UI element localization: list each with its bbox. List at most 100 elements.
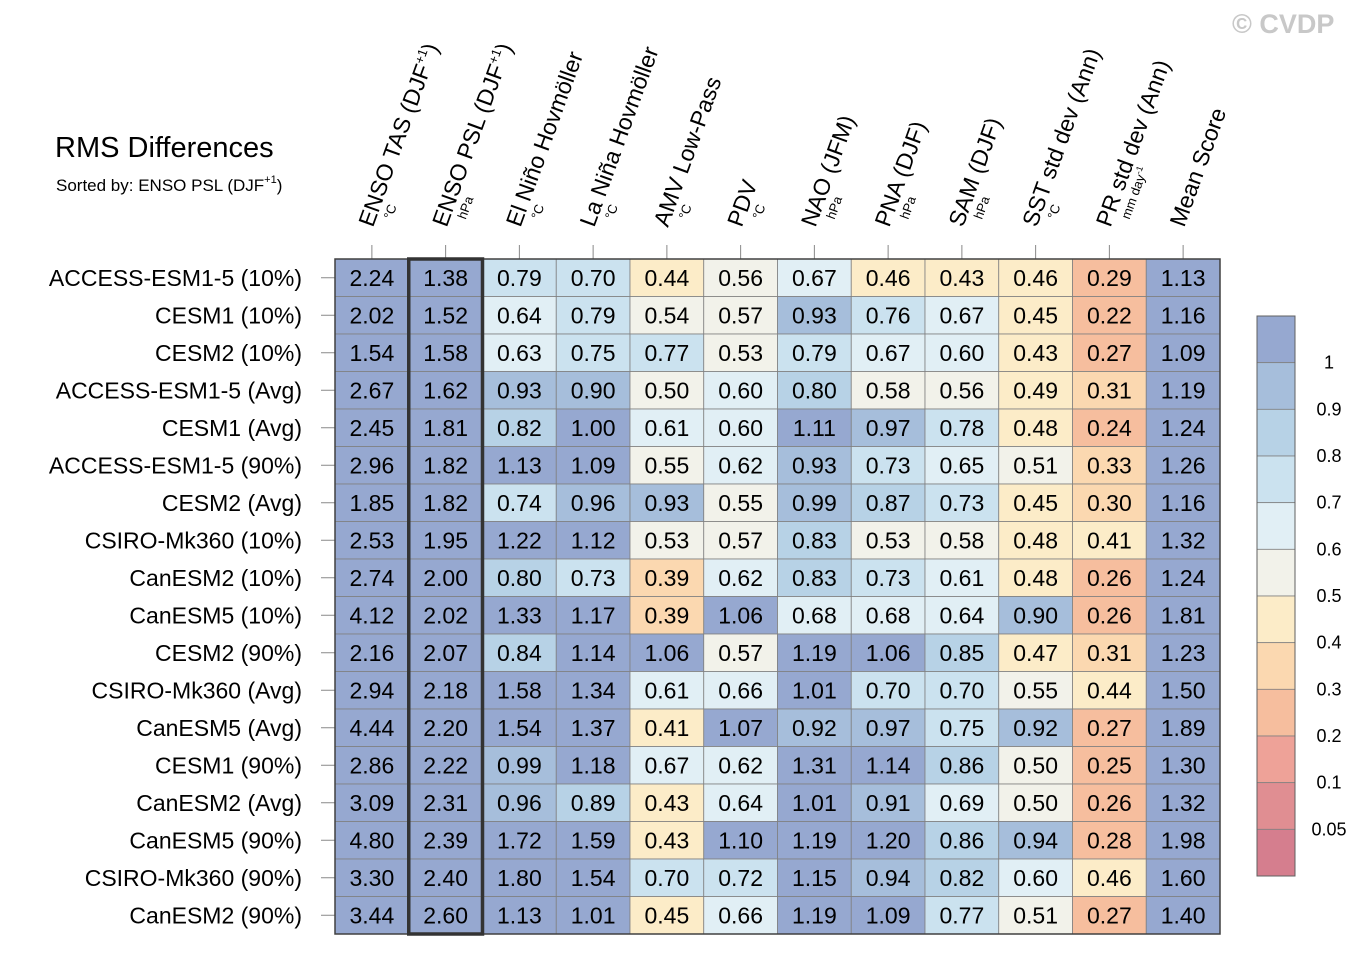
- cell-value: 0.22: [1087, 302, 1132, 328]
- cell-value: 1.00: [571, 415, 616, 441]
- heatmap-cell: [777, 896, 852, 935]
- heatmap-cell: [777, 633, 852, 672]
- row-label: CSIRO-Mk360 (Avg): [92, 677, 302, 703]
- heatmap-cell: [408, 333, 483, 372]
- cell-value: 0.26: [1087, 602, 1132, 628]
- heatmap-cell: [408, 258, 483, 297]
- cell-value: 0.46: [1013, 265, 1058, 291]
- row-label: ACCESS-ESM1-5 (Avg): [56, 377, 302, 403]
- cell-value: 1.19: [792, 827, 837, 853]
- colorbar-bin: [1256, 782, 1296, 830]
- cell-value: 0.92: [1013, 715, 1058, 741]
- heatmap-cell: [629, 521, 705, 560]
- cell-value: 2.39: [423, 827, 468, 853]
- cell-value: 0.50: [1013, 790, 1058, 816]
- cell-value: 0.64: [939, 602, 984, 628]
- heatmap-cell: [998, 333, 1073, 372]
- heatmap-cell: [1145, 671, 1221, 710]
- cell-value: 0.76: [866, 302, 911, 328]
- cell-value: 2.74: [349, 565, 394, 591]
- cell-value: 0.89: [571, 790, 616, 816]
- cell-value: 1.13: [1161, 265, 1206, 291]
- heatmap-cell: [850, 296, 926, 335]
- cell-value: 2.02: [423, 602, 468, 628]
- cell-value: 1.06: [718, 602, 763, 628]
- cell-value: 0.63: [497, 340, 542, 366]
- cell-value: 2.00: [423, 565, 468, 591]
- row-label: CESM1 (10%): [155, 302, 302, 328]
- cell-value: 0.30: [1087, 490, 1132, 516]
- heatmap-cell: [555, 783, 631, 822]
- cell-value: 1.72: [497, 827, 542, 853]
- cell-value: 0.99: [497, 752, 542, 778]
- heatmap-cell: [998, 521, 1073, 560]
- cell-value: 1.58: [423, 340, 468, 366]
- cell-value: 1.34: [571, 677, 616, 703]
- colorbar-bin: [1256, 548, 1296, 597]
- heatmap-cell: [1145, 746, 1221, 785]
- cell-value: 4.80: [349, 827, 394, 853]
- heatmap-cell: [334, 521, 410, 560]
- cell-value: 0.43: [644, 827, 689, 853]
- column-label: El Niño Hovmöller: [501, 48, 588, 230]
- cell-value: 0.39: [644, 565, 689, 591]
- heatmap-cell: [998, 746, 1073, 785]
- heatmap-cell: [777, 671, 852, 710]
- cell-value: 1.60: [1161, 865, 1206, 891]
- cell-value: 0.45: [1013, 490, 1058, 516]
- cell-value: 0.45: [1013, 302, 1058, 328]
- heatmap-cell: [998, 446, 1073, 485]
- colorbar-bin: [1256, 688, 1296, 737]
- cell-value: 1.16: [1161, 490, 1206, 516]
- heatmap-cell: [1072, 746, 1147, 785]
- cell-value: 2.24: [349, 265, 394, 291]
- cell-value: 0.61: [644, 677, 689, 703]
- heatmap-cell: [408, 821, 483, 860]
- cell-value: 0.55: [718, 490, 763, 516]
- cell-value: 1.37: [571, 715, 616, 741]
- cell-value: 0.50: [644, 377, 689, 403]
- heatmap-cell: [334, 671, 410, 710]
- cell-value: 0.60: [1013, 865, 1058, 891]
- colorbar-bin: [1256, 455, 1296, 504]
- cell-value: 0.67: [644, 752, 689, 778]
- cell-value: 0.29: [1087, 265, 1132, 291]
- cell-value: 0.68: [866, 602, 911, 628]
- heatmap-cell: [1072, 371, 1147, 410]
- cell-value: 1.23: [1161, 640, 1206, 666]
- cell-value: 1.06: [866, 640, 911, 666]
- cell-value: 1.54: [571, 865, 616, 891]
- heatmap-cell: [1072, 333, 1147, 372]
- column-labels: ENSO TAS (DJF+1)°C ENSO PSL (DJF+1)hPa El …: [353, 40, 1231, 259]
- cell-value: 0.94: [866, 865, 911, 891]
- cell-value: 0.62: [718, 452, 763, 478]
- column-label: La Niña Hovmöller: [574, 43, 663, 230]
- heatmap-cell: [334, 371, 410, 410]
- cell-value: 1.95: [423, 527, 468, 553]
- cell-value: 2.20: [423, 715, 468, 741]
- heatmap-cell: [850, 858, 926, 897]
- heatmap-cell: [629, 371, 705, 410]
- cell-value: 0.57: [718, 527, 763, 553]
- cell-value: 0.77: [939, 902, 984, 928]
- cell-value: 0.26: [1087, 790, 1132, 816]
- cell-value: 0.47: [1013, 640, 1058, 666]
- cell-value: 0.53: [718, 340, 763, 366]
- cell-value: 0.67: [939, 302, 984, 328]
- heatmap-cell: [482, 671, 557, 710]
- cell-value: 2.18: [423, 677, 468, 703]
- heatmap-cell: [924, 483, 1000, 522]
- heatmap-cell: [555, 483, 631, 522]
- heatmap-cell: [1072, 821, 1147, 860]
- heatmap-cell: [334, 558, 410, 597]
- heatmap-cell: [1145, 446, 1221, 485]
- cell-value: 0.66: [718, 677, 763, 703]
- cell-value: 0.92: [792, 715, 837, 741]
- cell-value: 0.43: [1013, 340, 1058, 366]
- heatmap-cell: [703, 671, 778, 710]
- cell-value: 0.82: [497, 415, 542, 441]
- heatmap-cell: [408, 633, 483, 672]
- colorbar: 1 0.9 0.8 0.7 0.6 0.5 0.4 0.3 0.2 0.1 0.05: [1256, 315, 1347, 877]
- cell-value: 0.61: [939, 565, 984, 591]
- heatmap-cell: [777, 296, 852, 335]
